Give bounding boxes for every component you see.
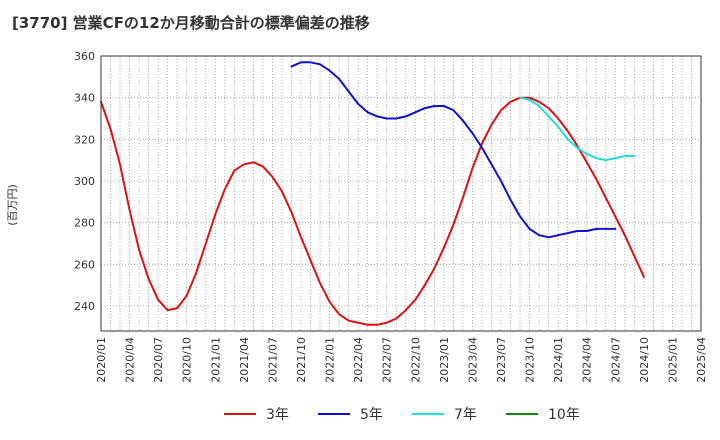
x-tick-label: 2020/01 <box>95 337 108 383</box>
series-line-3年 <box>100 96 645 326</box>
x-tick-label: 2020/04 <box>124 337 137 383</box>
axis-layer: 240 260 280 300 320 340 360 2020/01 2020/04 2020/… <box>74 50 708 383</box>
x-tick-label: 2024/04 <box>581 337 594 383</box>
legend: 3年 5年 7年 10年 <box>224 407 580 423</box>
x-tick-label: 2023/04 <box>466 337 479 383</box>
x-tick-label: 2020/10 <box>181 337 194 383</box>
x-tick-label: 2020/07 <box>152 337 165 383</box>
x-tick-label: 2021/07 <box>266 337 279 383</box>
x-tick-label: 2022/07 <box>381 337 394 383</box>
x-tick-label: 2022/04 <box>352 337 365 383</box>
x-tick-label: 2021/01 <box>209 337 222 383</box>
x-tick-label: 2023/10 <box>524 337 537 383</box>
x-tick-label: 2025/01 <box>666 337 679 383</box>
legend-label: 5年 <box>360 407 383 423</box>
y-tick-label: 280 <box>74 217 95 230</box>
x-tick-label: 2024/07 <box>609 337 622 383</box>
series-layer <box>100 61 645 326</box>
y-tick-label: 300 <box>74 175 95 188</box>
x-tick-label: 2023/01 <box>438 337 451 383</box>
y-tick-label: 340 <box>74 92 95 105</box>
chart-title: [3770] 営業CFの12か月移動合計の標準偏差の推移 <box>12 14 370 32</box>
x-tick-label: 2024/01 <box>552 337 565 383</box>
x-tick-label: 2021/04 <box>238 337 251 383</box>
series-line-7年 <box>519 96 636 162</box>
x-tick-label: 2023/07 <box>495 337 508 383</box>
y-tick-label: 260 <box>74 258 95 271</box>
grid-layer <box>100 55 702 331</box>
x-tick-label: 2025/04 <box>695 337 708 383</box>
plot-frame <box>100 55 702 332</box>
legend-label: 3年 <box>266 407 289 423</box>
x-tick-label: 2022/10 <box>409 337 422 383</box>
legend-label: 7年 <box>454 407 477 423</box>
y-axis-label: (百万円) <box>6 184 19 226</box>
y-tick-label: 240 <box>74 300 95 313</box>
series-line-5年 <box>290 61 617 239</box>
x-tick-label: 2022/01 <box>324 337 337 383</box>
y-tick-label: 360 <box>74 50 95 63</box>
x-tick-label: 2024/10 <box>638 337 651 383</box>
legend-label: 10年 <box>548 407 580 423</box>
y-tick-label: 320 <box>74 133 95 146</box>
x-tick-label: 2021/10 <box>295 337 308 383</box>
